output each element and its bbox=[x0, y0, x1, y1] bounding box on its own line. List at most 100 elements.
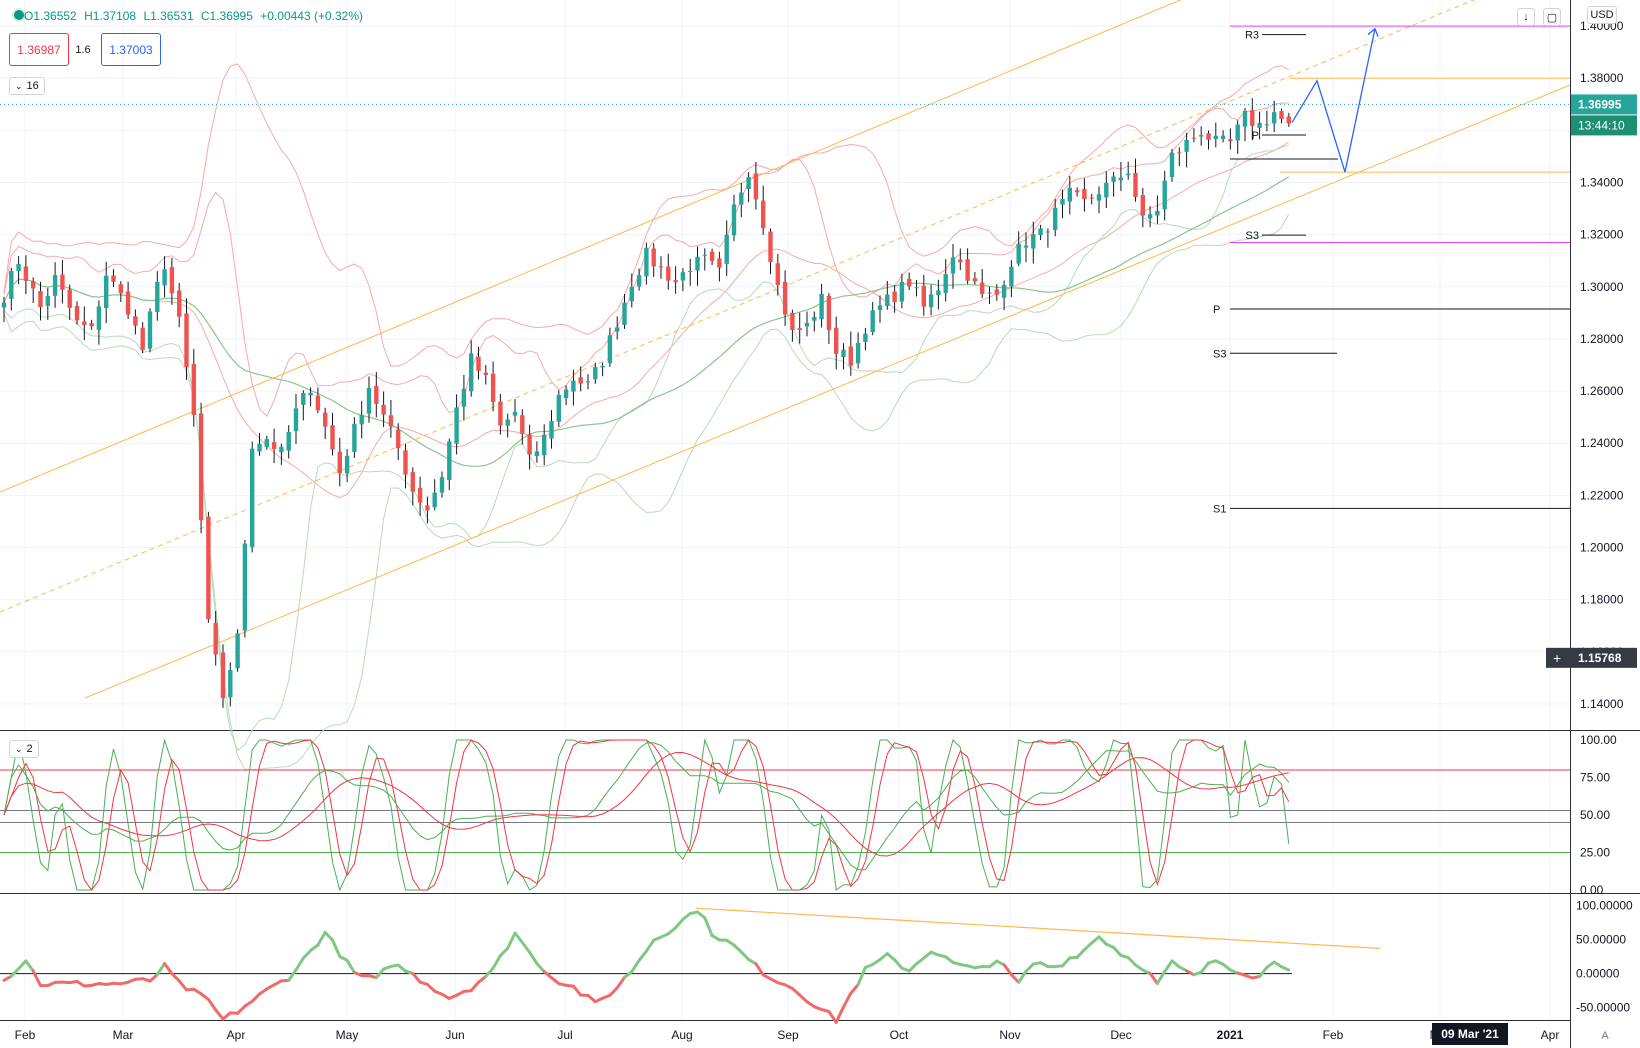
candle-body bbox=[279, 446, 284, 453]
candle-body bbox=[1286, 116, 1291, 124]
candle-body bbox=[826, 295, 832, 331]
main-indicators-toggle[interactable]: ⌄ 16 bbox=[9, 77, 45, 95]
osc-segment bbox=[674, 917, 685, 930]
candle-body bbox=[782, 281, 788, 315]
countdown-value: 13:44:10 bbox=[1578, 118, 1625, 132]
candle-body bbox=[629, 286, 634, 302]
osc-segment bbox=[506, 931, 517, 950]
osc-segment bbox=[849, 983, 860, 995]
candle-body bbox=[410, 472, 415, 492]
candle-body bbox=[250, 448, 255, 548]
auto-scale-button[interactable]: A bbox=[1596, 1027, 1614, 1045]
osc-segment bbox=[696, 910, 707, 920]
crosshair-time-box bbox=[1432, 1023, 1508, 1045]
candle-body bbox=[512, 411, 518, 416]
stoch-tick: 75.00 bbox=[1580, 771, 1610, 785]
candle-body bbox=[1053, 207, 1058, 230]
candle-body bbox=[235, 633, 240, 669]
candle-body bbox=[447, 441, 452, 481]
osc-segment bbox=[528, 950, 539, 966]
candle-body bbox=[432, 492, 437, 508]
candle-body bbox=[388, 415, 394, 427]
osc-segment bbox=[236, 1004, 247, 1015]
candle-body bbox=[505, 419, 510, 426]
osc-tick: 50.00000 bbox=[1576, 933, 1626, 947]
osc-segment bbox=[520, 940, 532, 954]
channel-upper[interactable] bbox=[0, 0, 1190, 493]
time-tick: Feb bbox=[1323, 1028, 1344, 1042]
candle-body bbox=[366, 387, 372, 414]
price-tick: 1.32000 bbox=[1580, 228, 1624, 242]
market-status-icon bbox=[14, 10, 24, 20]
osc-tick: 0.00000 bbox=[1576, 967, 1620, 981]
candle-body bbox=[1250, 110, 1255, 126]
osc-segment bbox=[331, 938, 342, 959]
currency-button[interactable]: USD bbox=[1587, 6, 1617, 24]
candle-body bbox=[155, 281, 160, 313]
pivot-label: R3 bbox=[1245, 30, 1259, 42]
maximize-icon[interactable]: ▢ bbox=[1543, 8, 1561, 26]
osc-segment bbox=[893, 958, 904, 970]
candle-body bbox=[731, 204, 737, 236]
candle-body bbox=[1089, 197, 1094, 199]
plus-icon[interactable]: + bbox=[1553, 650, 1561, 666]
countdown-tag bbox=[1571, 115, 1637, 136]
osc-segment bbox=[316, 930, 327, 947]
scroll-down-icon[interactable]: ↓ bbox=[1517, 8, 1535, 26]
candle-body bbox=[293, 408, 299, 432]
osc-segment bbox=[1163, 959, 1174, 974]
candle-body bbox=[111, 275, 116, 282]
time-tick: Sep bbox=[777, 1028, 799, 1042]
osc-segment bbox=[309, 943, 320, 952]
candle-body bbox=[812, 316, 817, 321]
osc-segment bbox=[878, 952, 889, 962]
candle-body bbox=[556, 394, 561, 422]
candle-body bbox=[1111, 176, 1116, 182]
candle-body bbox=[717, 258, 722, 268]
chevron-down-icon: ⌄ bbox=[15, 80, 23, 91]
candle-body bbox=[1133, 172, 1138, 198]
stoch-indicators-toggle[interactable]: ⌄ 2 bbox=[9, 740, 39, 758]
osc-segment bbox=[31, 969, 42, 988]
osc-segment bbox=[1148, 971, 1159, 985]
candle-body bbox=[1191, 137, 1197, 139]
candle-body bbox=[841, 349, 846, 358]
time-tick: Apr bbox=[1541, 1028, 1560, 1042]
candle-body bbox=[549, 421, 554, 439]
candle-body bbox=[104, 275, 109, 309]
osc-segment bbox=[550, 976, 561, 986]
osc-segment bbox=[586, 993, 597, 1004]
ohlc-legend: O1.36552 H1.37108 L1.36531 C1.36995 +0.0… bbox=[24, 9, 367, 23]
pivot-label: P bbox=[1213, 304, 1220, 316]
candle-body bbox=[1016, 243, 1021, 264]
projection-path[interactable] bbox=[1291, 28, 1376, 173]
candle-body bbox=[323, 412, 328, 427]
candle-body bbox=[1140, 195, 1145, 216]
candle-body bbox=[184, 313, 189, 368]
channel-lower[interactable] bbox=[84, 84, 1571, 699]
candle-body bbox=[593, 366, 598, 380]
buy-button[interactable]: 1.37003 bbox=[101, 33, 161, 66]
sell-button[interactable]: 1.36987 bbox=[9, 33, 69, 66]
osc-segment bbox=[856, 965, 867, 987]
osc-segment bbox=[17, 959, 28, 971]
osc-trendline[interactable] bbox=[695, 907, 1381, 950]
candle-body bbox=[1045, 231, 1051, 233]
time-tick: Oct bbox=[890, 1028, 909, 1042]
osc-tick: 100.00000 bbox=[1576, 898, 1633, 912]
candle-body bbox=[615, 327, 620, 332]
osc-segment bbox=[477, 974, 488, 984]
osc-segment bbox=[630, 958, 641, 974]
price-tick: 1.34000 bbox=[1580, 176, 1624, 190]
projection-arrowhead bbox=[1367, 27, 1379, 37]
osc-segment bbox=[1155, 970, 1167, 985]
time-tick: 2021 bbox=[1217, 1028, 1244, 1042]
price-tick: 1.24000 bbox=[1580, 436, 1624, 450]
osc-segment bbox=[155, 962, 167, 977]
indicator-count: 16 bbox=[26, 80, 39, 92]
candle-body bbox=[1155, 210, 1160, 216]
candle-body bbox=[461, 388, 467, 407]
candle-body bbox=[1228, 139, 1233, 142]
bollinger-lower bbox=[3, 213, 1290, 771]
